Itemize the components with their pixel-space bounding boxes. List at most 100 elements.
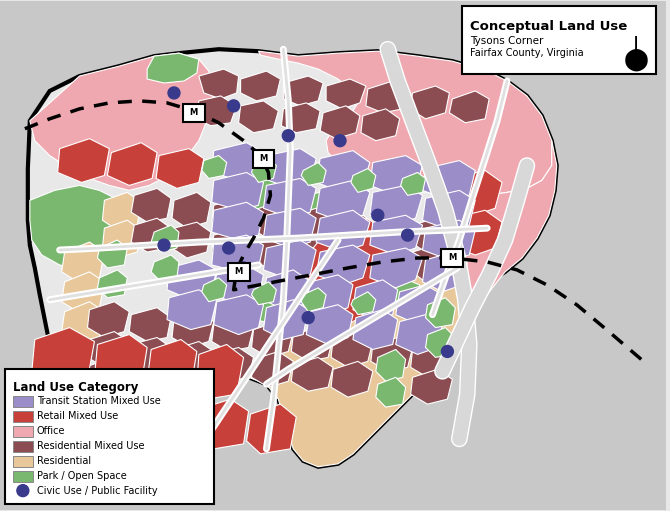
Text: Conceptual Land Use: Conceptual Land Use: [470, 20, 628, 33]
Polygon shape: [62, 272, 105, 312]
Polygon shape: [239, 101, 278, 133]
Polygon shape: [212, 198, 251, 232]
Polygon shape: [88, 389, 144, 437]
Text: ⬤: ⬤: [624, 48, 649, 71]
Circle shape: [401, 229, 413, 241]
Polygon shape: [306, 191, 343, 225]
Polygon shape: [423, 191, 475, 230]
Polygon shape: [450, 91, 489, 123]
Polygon shape: [450, 171, 502, 215]
Polygon shape: [316, 180, 370, 222]
Polygon shape: [306, 275, 353, 315]
Polygon shape: [31, 384, 90, 431]
Polygon shape: [94, 335, 147, 391]
Polygon shape: [302, 288, 326, 312]
Text: Land Use Category: Land Use Category: [13, 381, 138, 394]
Circle shape: [372, 210, 384, 221]
Polygon shape: [396, 285, 442, 324]
Circle shape: [282, 130, 294, 142]
Polygon shape: [147, 53, 199, 83]
Polygon shape: [212, 202, 263, 240]
Polygon shape: [88, 301, 129, 338]
Polygon shape: [202, 278, 226, 301]
Polygon shape: [82, 359, 121, 397]
Polygon shape: [263, 270, 308, 310]
Text: Civic Use / Public Facility: Civic Use / Public Facility: [37, 485, 157, 496]
Polygon shape: [259, 51, 552, 198]
Bar: [13, 456, 33, 467]
Polygon shape: [31, 328, 94, 387]
Polygon shape: [326, 79, 366, 109]
Polygon shape: [401, 173, 425, 195]
Polygon shape: [103, 192, 141, 230]
Polygon shape: [214, 265, 263, 305]
Polygon shape: [241, 71, 280, 101]
FancyBboxPatch shape: [228, 263, 249, 281]
Text: Office: Office: [37, 426, 65, 436]
Polygon shape: [423, 252, 467, 292]
Polygon shape: [167, 260, 216, 300]
Polygon shape: [291, 357, 333, 391]
Polygon shape: [450, 210, 502, 255]
Text: Fairfax County, Virginia: Fairfax County, Virginia: [470, 48, 584, 58]
FancyBboxPatch shape: [462, 7, 656, 74]
Polygon shape: [370, 185, 423, 225]
Polygon shape: [370, 248, 423, 288]
Polygon shape: [409, 86, 450, 119]
Polygon shape: [251, 232, 290, 268]
Polygon shape: [263, 208, 316, 248]
Polygon shape: [411, 369, 452, 404]
Polygon shape: [316, 151, 370, 192]
Polygon shape: [151, 255, 179, 282]
Polygon shape: [291, 208, 330, 242]
Polygon shape: [370, 155, 423, 195]
Text: Retail Mixed Use: Retail Mixed Use: [37, 411, 118, 421]
Polygon shape: [214, 295, 263, 335]
Polygon shape: [197, 344, 244, 399]
Polygon shape: [212, 173, 263, 210]
Polygon shape: [291, 238, 330, 272]
Polygon shape: [131, 189, 171, 222]
Polygon shape: [425, 328, 456, 357]
Text: Residential Mixed Use: Residential Mixed Use: [37, 441, 144, 451]
Polygon shape: [331, 242, 370, 278]
Bar: [13, 426, 33, 437]
FancyBboxPatch shape: [5, 369, 214, 503]
Polygon shape: [353, 310, 398, 350]
Circle shape: [442, 345, 454, 357]
Polygon shape: [129, 308, 171, 341]
Text: M: M: [234, 267, 243, 276]
Polygon shape: [251, 202, 290, 238]
Polygon shape: [151, 225, 179, 252]
Text: Transit Station Mixed Use: Transit Station Mixed Use: [37, 396, 161, 406]
Circle shape: [222, 242, 234, 254]
Text: M: M: [448, 253, 456, 263]
Polygon shape: [331, 361, 373, 397]
Polygon shape: [351, 169, 376, 192]
FancyBboxPatch shape: [253, 150, 275, 168]
Polygon shape: [202, 155, 226, 178]
Circle shape: [334, 135, 346, 147]
Text: M: M: [190, 108, 198, 118]
Polygon shape: [409, 245, 448, 280]
FancyBboxPatch shape: [183, 104, 205, 122]
Polygon shape: [62, 242, 105, 282]
Polygon shape: [263, 300, 308, 339]
Bar: [13, 441, 33, 452]
Bar: [13, 396, 33, 407]
Polygon shape: [30, 185, 129, 270]
Circle shape: [302, 312, 314, 323]
Polygon shape: [371, 338, 413, 371]
Polygon shape: [212, 235, 263, 272]
Polygon shape: [97, 270, 127, 298]
Text: Residential: Residential: [37, 456, 91, 466]
Polygon shape: [199, 69, 239, 99]
Polygon shape: [247, 404, 296, 454]
Text: M: M: [259, 154, 267, 163]
Bar: [13, 411, 33, 422]
Polygon shape: [425, 298, 456, 328]
Polygon shape: [212, 228, 251, 262]
Polygon shape: [251, 282, 277, 305]
Polygon shape: [371, 215, 409, 250]
Polygon shape: [147, 339, 197, 394]
